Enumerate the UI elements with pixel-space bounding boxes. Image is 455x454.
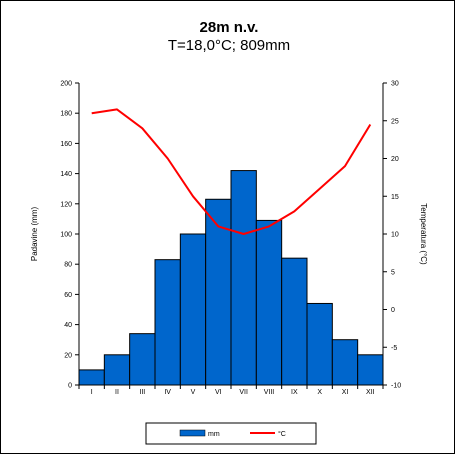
bar-XII xyxy=(357,354,384,386)
bar-IV xyxy=(154,259,181,386)
x-tick-label-VII: VII xyxy=(239,389,248,396)
bar-VI xyxy=(205,198,232,386)
bar-X xyxy=(306,302,333,386)
y-axis-label: Padavine (mm) xyxy=(30,207,39,262)
y-tick-label-160: 160 xyxy=(60,141,72,148)
x-tick-label-IV: IV xyxy=(164,389,171,396)
bar-V xyxy=(179,233,207,386)
legend-box xyxy=(145,422,317,445)
chart-title: 28m n.v. xyxy=(200,19,259,36)
x-tick-label-XII: XII xyxy=(366,389,375,396)
bar-II xyxy=(103,354,131,386)
y2-tick-label--10: -10 xyxy=(391,383,401,390)
y2-tick-label-20: 20 xyxy=(391,156,399,163)
bar-VII xyxy=(230,170,257,386)
x-tick-label-VIII: VIII xyxy=(264,389,275,396)
y2-tick-label-25: 25 xyxy=(391,118,399,125)
y2-axis-label: Temperatura (°C) xyxy=(419,203,428,265)
x-tick-label-XI: XI xyxy=(342,389,349,396)
y-tick-label-140: 140 xyxy=(60,171,72,178)
y-tick-label-0: 0 xyxy=(68,383,72,390)
y-tick-label-200: 200 xyxy=(60,81,72,88)
bar-I xyxy=(78,369,105,386)
y-tick-label-80: 80 xyxy=(64,262,72,269)
legend-label-mm: mm xyxy=(208,431,220,438)
bar-IX xyxy=(281,257,308,386)
y-tick-label-40: 40 xyxy=(64,322,72,329)
x-tick-label-IX: IX xyxy=(291,389,298,396)
y2-tick-label-30: 30 xyxy=(391,81,399,88)
chart-subtitle: T=18,0°C; 809mm xyxy=(168,37,290,54)
bar-XI xyxy=(331,339,359,386)
y-tick-label-60: 60 xyxy=(64,292,72,299)
x-tick-label-V: V xyxy=(191,389,196,396)
y2-tick-label-0: 0 xyxy=(391,307,395,314)
y-tick-label-100: 100 xyxy=(60,232,72,239)
legend-label-temp: °C xyxy=(278,430,286,438)
x-tick-label-III: III xyxy=(139,389,145,396)
bar-VIII xyxy=(255,219,283,386)
y-tick-label-20: 20 xyxy=(64,352,72,359)
y-tick-label-180: 180 xyxy=(60,111,72,118)
x-tick-label-II: II xyxy=(115,389,119,396)
y-tick-label-120: 120 xyxy=(60,201,72,208)
y2-tick-label-5: 5 xyxy=(391,269,395,276)
legend-swatch-mm xyxy=(179,429,206,437)
x-tick-label-VI: VI xyxy=(215,389,222,396)
y2-tick-label--5: -5 xyxy=(391,345,397,352)
y2-tick-label-15: 15 xyxy=(391,194,399,201)
x-tick-label-X: X xyxy=(317,389,322,396)
temperature-line xyxy=(91,108,372,235)
bar-III xyxy=(129,333,156,386)
x-tick-label-I: I xyxy=(91,389,93,396)
y2-tick-label-10: 10 xyxy=(391,232,399,239)
plot-area: 0 20 40 60 80 100 120 140 160 180 200 -10 -5 0 5 10 15 20… xyxy=(30,81,428,397)
legend: mm °C xyxy=(145,422,317,445)
